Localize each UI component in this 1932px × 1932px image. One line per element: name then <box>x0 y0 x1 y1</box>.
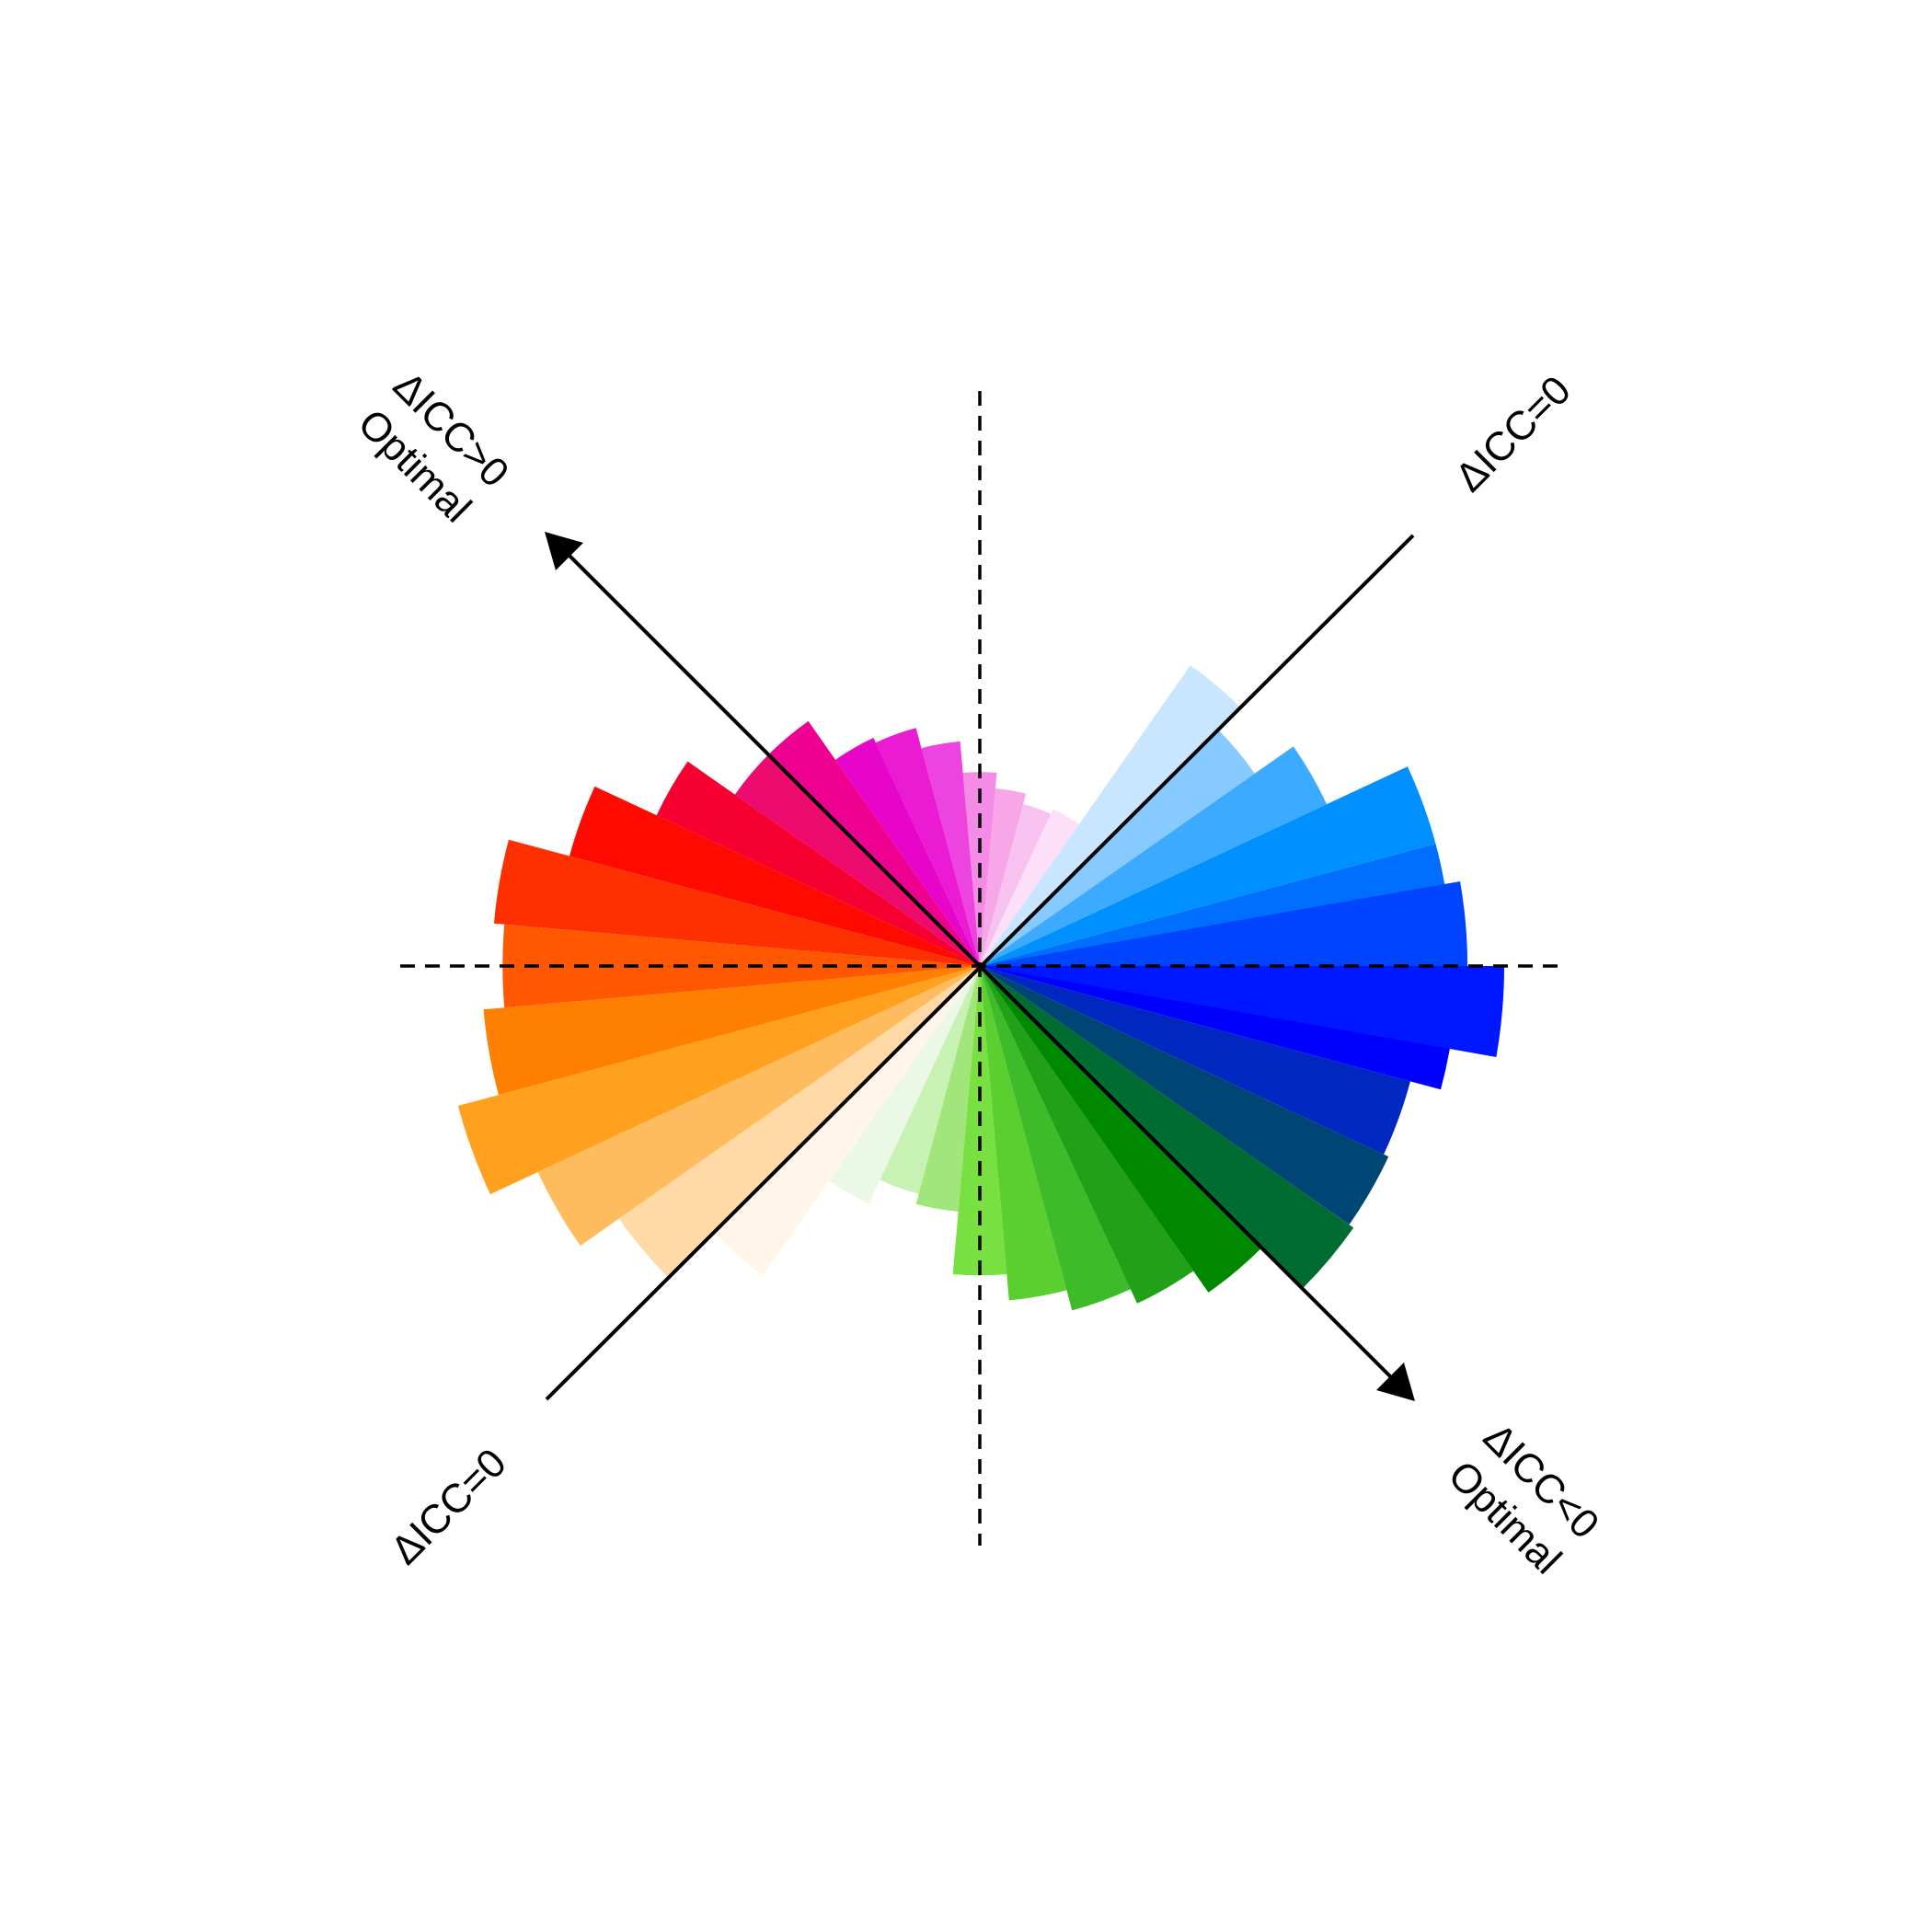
annotation-top-right-text: ΔICC=0 <box>1446 367 1579 500</box>
sector-140deg <box>734 754 980 966</box>
sector-260deg <box>915 966 980 1212</box>
sector-350deg <box>980 966 1455 1090</box>
sector-100deg <box>921 741 980 966</box>
sector-120deg <box>835 738 980 966</box>
sector-50deg <box>980 665 1240 966</box>
sector-130deg <box>768 720 980 966</box>
sector-280deg <box>980 966 1067 1301</box>
sector-300deg <box>980 966 1194 1304</box>
arrowhead-top-left <box>545 532 583 570</box>
sector-355deg <box>980 966 1504 1057</box>
sector-240deg <box>829 966 980 1204</box>
sector-5deg <box>980 880 1468 966</box>
sector-160deg <box>569 786 980 966</box>
sector-330deg <box>980 966 1389 1225</box>
sector-10deg <box>980 844 1451 966</box>
sector-180deg <box>502 924 980 1008</box>
sector-310deg <box>980 966 1262 1293</box>
sector-320deg <box>980 966 1354 1289</box>
sector-170deg <box>493 839 980 966</box>
sector-150deg <box>656 761 980 966</box>
sector-70deg <box>980 803 1052 966</box>
sector-200deg <box>457 966 980 1195</box>
sector-210deg <box>537 966 980 1247</box>
annotation-bottom-left: ΔICC=0 <box>382 1440 514 1572</box>
sector-340deg <box>980 966 1410 1155</box>
annotation-top-right: ΔICC=0 <box>1446 367 1579 500</box>
sector-30deg <box>980 746 1328 966</box>
arrowhead-bottom-right <box>1376 1363 1415 1401</box>
sector-250deg <box>880 966 980 1194</box>
antidiagonal-arrow-line <box>561 547 1398 1385</box>
sector-80deg <box>980 788 1027 966</box>
annotation-top-left: ΔICC>0 Optimal <box>350 363 518 532</box>
sector-60deg <box>980 809 1079 966</box>
sector-230deg <box>712 966 980 1276</box>
sectors-layer <box>457 665 1504 1311</box>
sector-290deg <box>980 966 1131 1311</box>
sector-40deg <box>980 729 1255 966</box>
annotation-bottom-right: ΔICC<0 Optimal <box>1440 1415 1608 1583</box>
sector-190deg <box>483 966 980 1096</box>
sector-220deg <box>618 966 980 1278</box>
annotation-bottom-left-text: ΔICC=0 <box>382 1440 514 1572</box>
sector-110deg <box>875 728 980 966</box>
sector-20deg <box>980 766 1436 966</box>
